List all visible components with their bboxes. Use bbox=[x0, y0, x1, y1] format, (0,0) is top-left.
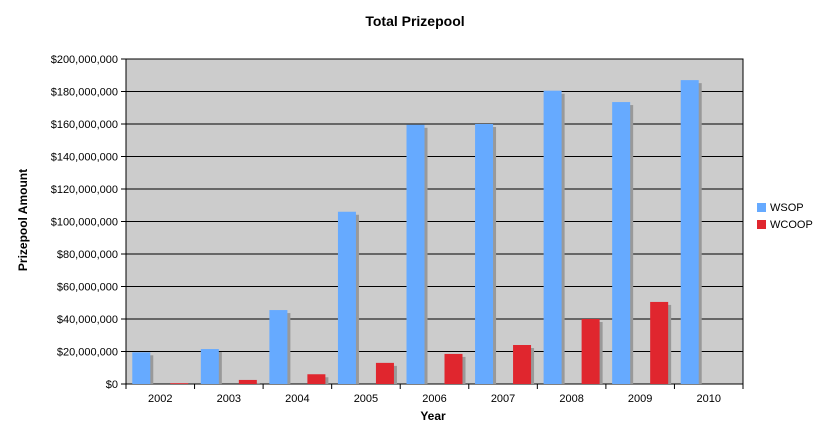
chart-title: Total Prizepool bbox=[365, 13, 464, 29]
bar-wcoop-2005 bbox=[375, 362, 394, 384]
bar-wsop-2003 bbox=[200, 349, 219, 384]
y-tick-label: $160,000,000 bbox=[51, 119, 118, 131]
y-tick-label: $60,000,000 bbox=[57, 282, 118, 294]
y-tick-label: $140,000,000 bbox=[51, 152, 118, 164]
bar-wsop-2007 bbox=[475, 124, 494, 384]
y-tick-label: $20,000,000 bbox=[57, 347, 118, 359]
x-tick-label: 2007 bbox=[491, 393, 515, 405]
x-tick-label: 2003 bbox=[217, 393, 241, 405]
bar-wsop-2002 bbox=[132, 352, 151, 384]
plot-area: $0 $20,000,000 $40,000,000 $60,000,000 $80,0… bbox=[51, 54, 744, 405]
legend: WSOP WCOOP bbox=[757, 202, 813, 231]
legend-swatch-wsop bbox=[757, 203, 766, 212]
x-tick-label: 2010 bbox=[696, 393, 720, 405]
x-tick-label: 2008 bbox=[559, 393, 583, 405]
x-axis-label: Year bbox=[420, 409, 446, 423]
bar-wcoop-2004 bbox=[307, 374, 326, 384]
legend-label-wsop: WSOP bbox=[770, 202, 804, 214]
y-tick-label: $100,000,000 bbox=[51, 217, 118, 229]
y-tick-label: $120,000,000 bbox=[51, 184, 118, 196]
x-tick-label: 2004 bbox=[285, 393, 309, 405]
y-axis-label: Prizepool Amount bbox=[16, 169, 30, 271]
bar-wcoop-2009 bbox=[650, 301, 669, 384]
y-tick-label: $40,000,000 bbox=[57, 314, 118, 326]
y-tick-label: $200,000,000 bbox=[51, 54, 118, 66]
y-tick-label: $180,000,000 bbox=[51, 87, 118, 99]
y-tick-label: $0 bbox=[106, 379, 118, 391]
bar-wsop-2010 bbox=[680, 80, 699, 384]
x-tick-label: 2006 bbox=[422, 393, 446, 405]
bar-wcoop-2007 bbox=[513, 345, 532, 384]
legend-swatch-wcoop bbox=[757, 220, 766, 229]
y-tick-label: $80,000,000 bbox=[57, 249, 118, 261]
bar-wsop-2004 bbox=[269, 310, 288, 384]
bar-wcoop-2008 bbox=[581, 319, 600, 384]
x-tick-label: 2005 bbox=[354, 393, 378, 405]
legend-label-wcoop: WCOOP bbox=[770, 219, 813, 231]
x-tick-label: 2002 bbox=[148, 393, 172, 405]
bar-wcoop-2002 bbox=[170, 383, 189, 384]
bar-wsop-2009 bbox=[612, 102, 631, 384]
bar-wsop-2008 bbox=[543, 90, 562, 384]
bar-wsop-2006 bbox=[406, 124, 425, 384]
bar-wcoop-2006 bbox=[444, 353, 463, 384]
bar-wsop-2005 bbox=[337, 211, 356, 384]
x-tick-label: 2009 bbox=[628, 393, 652, 405]
bar-wcoop-2003 bbox=[238, 379, 257, 384]
